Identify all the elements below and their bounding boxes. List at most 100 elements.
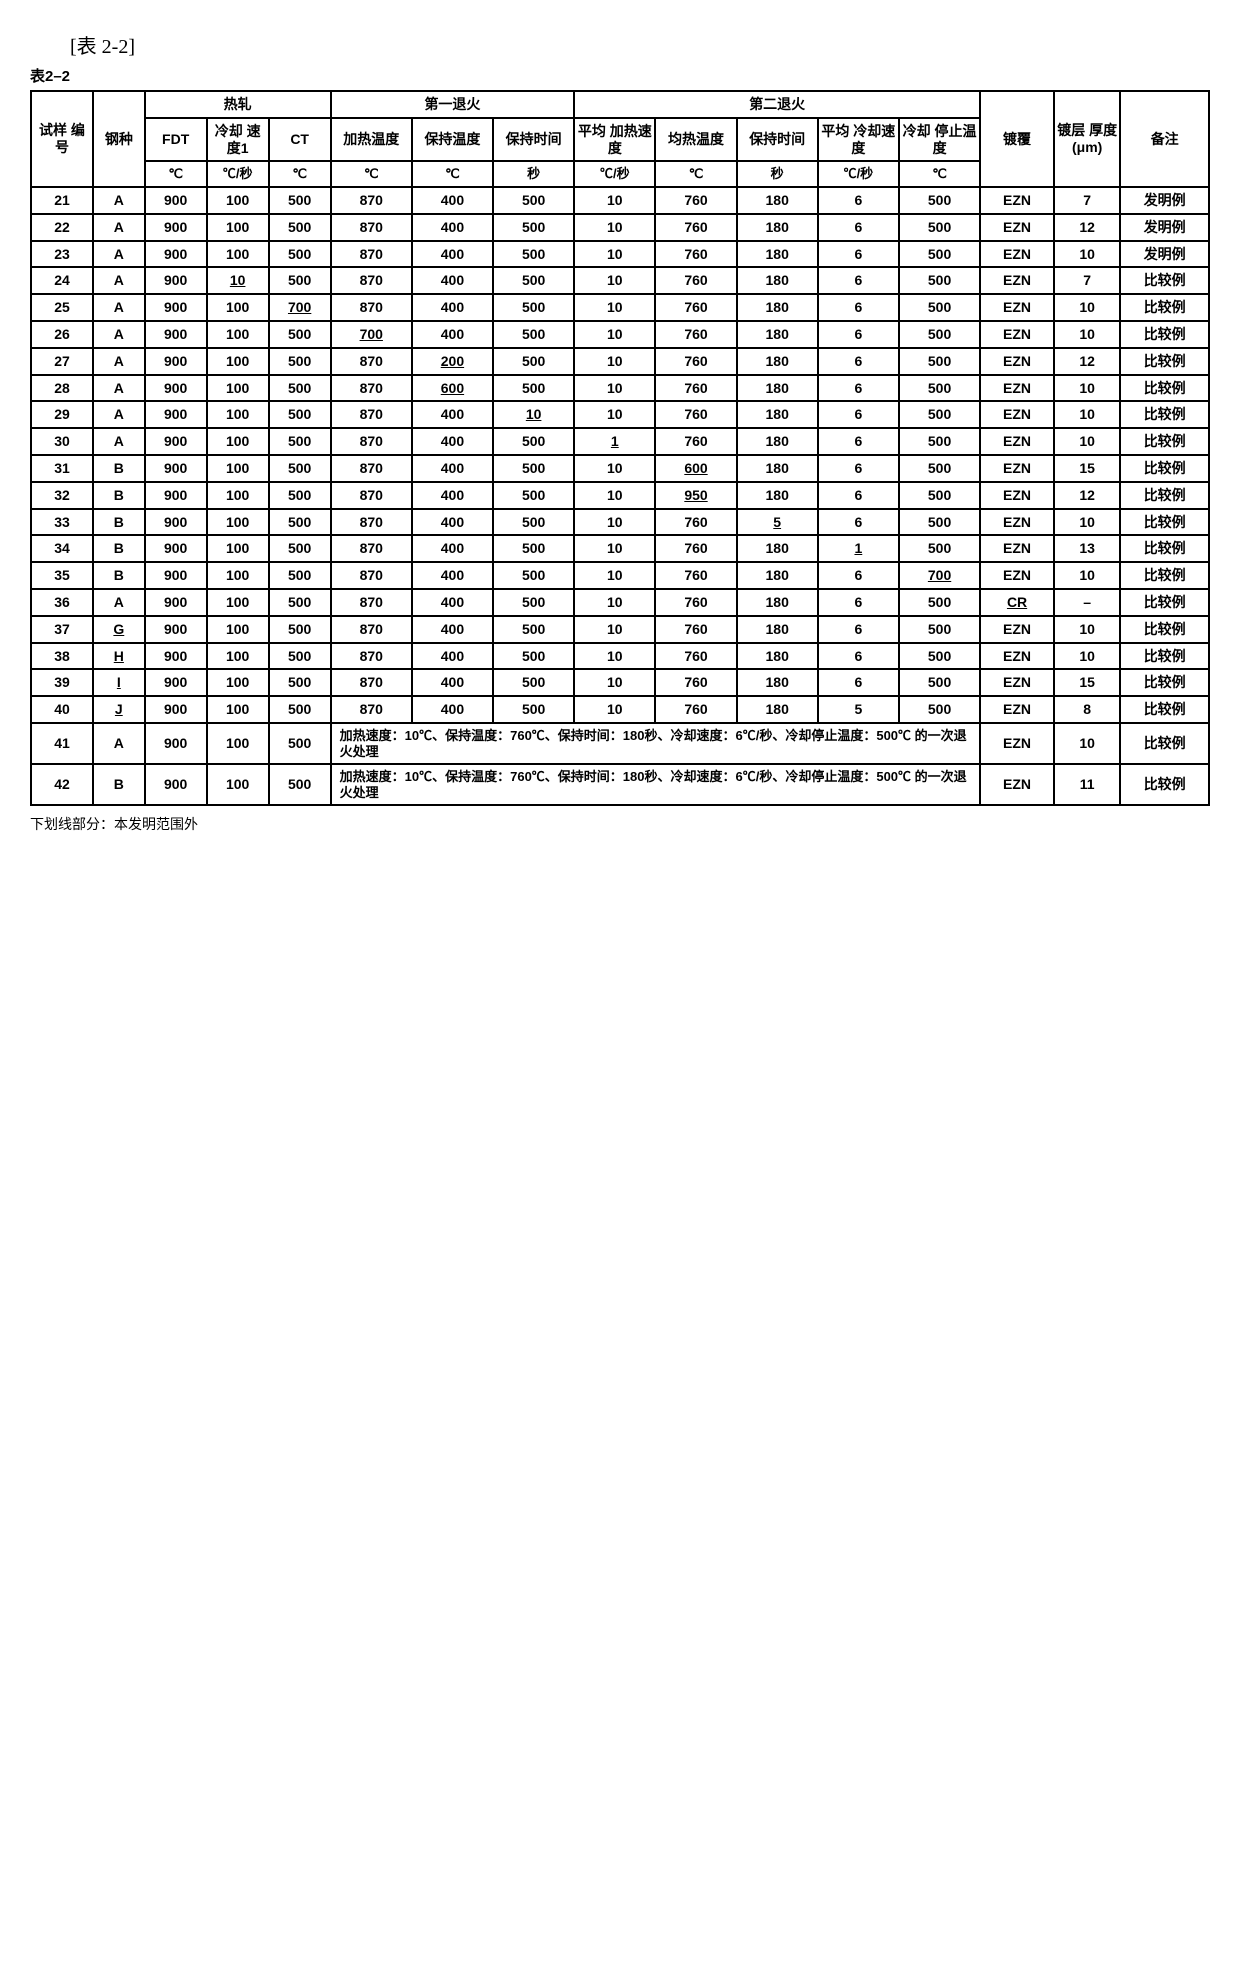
cell-a2cs: 500 (899, 321, 980, 348)
cell-merged-note: 加热速度：10℃、保持温度：760℃、保持时间：180秒、冷却速度：6℃/秒、冷… (331, 764, 981, 805)
cell-fdt: 900 (145, 375, 207, 402)
cell-a2cr: 6 (818, 294, 899, 321)
cell-a1h: 870 (331, 669, 412, 696)
cell-cr1: 100 (207, 535, 269, 562)
cell-steel: A (93, 241, 145, 268)
cell-a1t: 500 (493, 214, 574, 241)
cell-a2ht: 180 (737, 535, 818, 562)
cell-a2cs: 500 (899, 482, 980, 509)
cell-a1h: 870 (331, 696, 412, 723)
cell-fdt: 900 (145, 401, 207, 428)
col-a2-heat-rate: 平均 加热速度 (574, 118, 655, 162)
cell-cr1: 100 (207, 589, 269, 616)
cell-remark: 比较例 (1120, 764, 1209, 805)
cell-fdt: 900 (145, 214, 207, 241)
cell-ct: 500 (269, 562, 331, 589)
cell-id: 38 (31, 643, 93, 670)
cell-a2ht: 180 (737, 241, 818, 268)
cell-steel: A (93, 428, 145, 455)
cell-ct: 500 (269, 321, 331, 348)
cell-id: 30 (31, 428, 93, 455)
cell-a2ht: 180 (737, 321, 818, 348)
cell-plating: EZN (980, 482, 1054, 509)
cell-a2st: 760 (655, 267, 736, 294)
cell-thickness: 15 (1054, 669, 1120, 696)
cell-a2cr: 5 (818, 696, 899, 723)
cell-a2cs: 700 (899, 562, 980, 589)
cell-remark: 发明例 (1120, 187, 1209, 214)
cell-a2hr: 10 (574, 294, 655, 321)
cell-plating: EZN (980, 643, 1054, 670)
cell-steel: B (93, 764, 145, 805)
cell-a2st: 760 (655, 562, 736, 589)
cell-steel: A (93, 348, 145, 375)
cell-a1ht: 400 (412, 643, 493, 670)
col-a2-cool-rate: 平均 冷却速度 (818, 118, 899, 162)
cell-a2st: 760 (655, 294, 736, 321)
cell-remark: 比较例 (1120, 294, 1209, 321)
cell-cr1: 100 (207, 669, 269, 696)
unit-a1ht: ℃ (412, 161, 493, 187)
cell-ct: 500 (269, 455, 331, 482)
cell-fdt: 900 (145, 241, 207, 268)
cell-a2hr: 10 (574, 455, 655, 482)
cell-id: 35 (31, 562, 93, 589)
cell-ct: 500 (269, 267, 331, 294)
col-thickness: 镀层 厚度 (μm) (1054, 91, 1120, 187)
cell-a2ht: 180 (737, 669, 818, 696)
cell-id: 24 (31, 267, 93, 294)
cell-cr1: 100 (207, 509, 269, 536)
cell-a2cs: 500 (899, 589, 980, 616)
cell-a2cr: 6 (818, 562, 899, 589)
table-caption-bold: 表2–2 (30, 65, 1210, 86)
cell-a1h: 870 (331, 214, 412, 241)
cell-id: 34 (31, 535, 93, 562)
col-cr1: 冷却 速度1 (207, 118, 269, 162)
cell-a2cs: 500 (899, 643, 980, 670)
cell-fdt: 900 (145, 535, 207, 562)
table-body: 21A900100500870400500107601806500EZN7发明例… (31, 187, 1209, 805)
cell-cr1: 10 (207, 267, 269, 294)
cell-thickness: 15 (1054, 455, 1120, 482)
table-row: 27A900100500870200500107601806500EZN12比较… (31, 348, 1209, 375)
cell-cr1: 100 (207, 482, 269, 509)
cell-thickness: 7 (1054, 267, 1120, 294)
cell-cr1: 100 (207, 241, 269, 268)
table-row: 29A90010050087040010107601806500EZN10比较例 (31, 401, 1209, 428)
cell-ct: 500 (269, 535, 331, 562)
cell-a1t: 500 (493, 187, 574, 214)
cell-fdt: 900 (145, 616, 207, 643)
cell-a1h: 870 (331, 348, 412, 375)
col-a1-heat-temp: 加热温度 (331, 118, 412, 162)
cell-a2cs: 500 (899, 509, 980, 536)
cell-a2ht: 180 (737, 375, 818, 402)
cell-fdt: 900 (145, 589, 207, 616)
cell-steel: A (93, 267, 145, 294)
cell-a1ht: 400 (412, 696, 493, 723)
cell-cr1: 100 (207, 214, 269, 241)
cell-remark: 比较例 (1120, 375, 1209, 402)
cell-remark: 比较例 (1120, 696, 1209, 723)
cell-ct: 500 (269, 509, 331, 536)
cell-cr1: 100 (207, 187, 269, 214)
col-plating: 镀覆 (980, 91, 1054, 187)
cell-steel: B (93, 562, 145, 589)
cell-id: 40 (31, 696, 93, 723)
cell-steel: G (93, 616, 145, 643)
cell-a1t: 500 (493, 535, 574, 562)
cell-thickness: 12 (1054, 348, 1120, 375)
table-row: 38H900100500870400500107601806500EZN10比较… (31, 643, 1209, 670)
cell-a2cr: 6 (818, 509, 899, 536)
cell-remark: 比较例 (1120, 535, 1209, 562)
cell-a2cs: 500 (899, 241, 980, 268)
cell-a1ht: 400 (412, 241, 493, 268)
cell-a2hr: 10 (574, 562, 655, 589)
cell-id: 39 (31, 669, 93, 696)
cell-cr1: 100 (207, 321, 269, 348)
cell-thickness: 10 (1054, 562, 1120, 589)
table-row: 28A900100500870600500107601806500EZN10比较… (31, 375, 1209, 402)
cell-a2st: 760 (655, 428, 736, 455)
cell-cr1: 100 (207, 401, 269, 428)
cell-remark: 比较例 (1120, 562, 1209, 589)
cell-a1ht: 400 (412, 187, 493, 214)
